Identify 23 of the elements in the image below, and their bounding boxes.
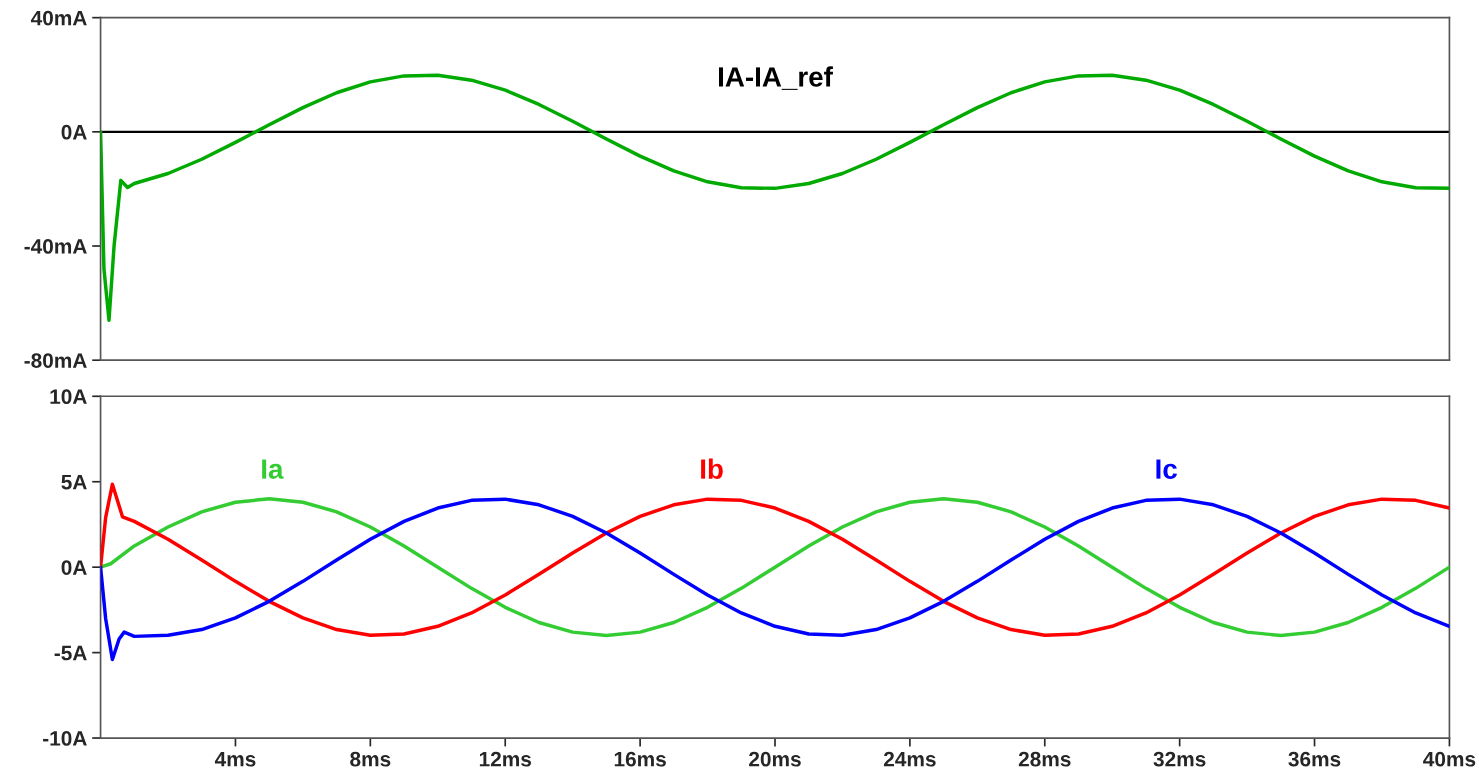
x-tick-label: 20ms xyxy=(749,751,801,767)
y-tick-label: 10A xyxy=(50,389,87,405)
x-tick-label: 16ms xyxy=(614,751,666,767)
y-tick-label: -10A xyxy=(43,731,87,746)
y-tick-label: -40mA xyxy=(24,239,87,254)
y-tick-label: -80mA xyxy=(24,353,87,368)
series-label: Ib xyxy=(701,458,723,479)
y-tick-label: 40mA xyxy=(30,10,87,26)
x-tick-label: 8ms xyxy=(350,751,391,767)
x-tick-label: 40ms xyxy=(1423,751,1476,767)
series-label: Ic xyxy=(1156,459,1177,479)
y-tick-label: 0A xyxy=(61,560,87,575)
x-tick-label: 32ms xyxy=(1153,751,1206,767)
series-label: Ia xyxy=(262,459,284,479)
x-tick-label: 4ms xyxy=(214,752,256,767)
x-tick-label: 28ms xyxy=(1018,751,1071,767)
y-tick-label: -5A xyxy=(54,645,87,661)
x-tick-label: 36ms xyxy=(1288,751,1341,767)
x-tick-label: 12ms xyxy=(479,751,532,767)
y-tick-label: 5A xyxy=(61,474,87,490)
y-tick-label: 0A xyxy=(61,124,87,140)
text: IA-IA_ref xyxy=(718,66,833,90)
x-tick-label: 24ms xyxy=(883,751,936,767)
